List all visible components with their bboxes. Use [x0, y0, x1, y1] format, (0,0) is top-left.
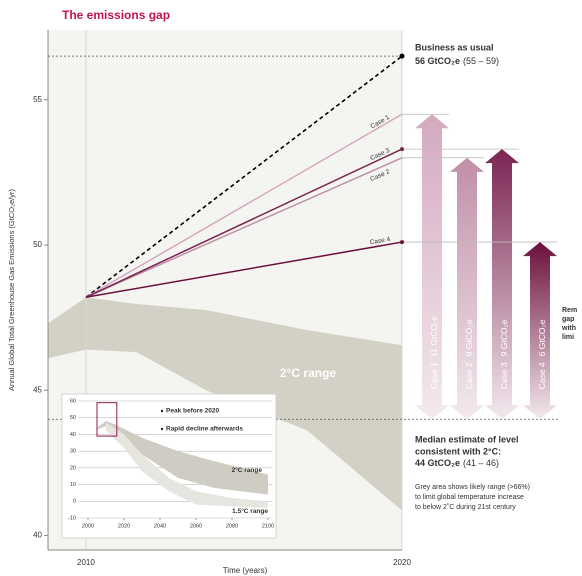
inset-y-tick-label: 50	[70, 415, 76, 421]
end-marker	[399, 53, 405, 59]
cut-note: limi	[562, 334, 574, 341]
median-value-range: (41 – 46)	[463, 458, 499, 468]
series-line	[85, 241, 403, 299]
median-value-main: 44 GtCO₂e	[415, 458, 460, 468]
median-title: consistent with 2°C:	[415, 446, 501, 456]
inset-x-tick-label: 2060	[190, 523, 202, 529]
inset-y-tick-label: 0	[73, 499, 76, 505]
gap-label: Case 1 11 GtCO₂e	[429, 316, 439, 390]
x-tick-label: 2010	[77, 558, 95, 567]
x-tick-label: 2020	[393, 558, 411, 567]
gap-label: Case 2 9 GtCO₂e	[464, 319, 474, 389]
inset-y-tick-label: -10	[68, 515, 76, 521]
end-marker	[400, 240, 404, 245]
inset-y-tick-label: 20	[70, 465, 76, 471]
series-line	[85, 148, 403, 298]
gap-value: 9 GtCO₂e	[499, 319, 509, 356]
band-note: to limit global temperature increase	[415, 494, 524, 501]
cut-note: with	[561, 325, 576, 332]
y-tick-label: 45	[33, 385, 42, 394]
highlight-box	[96, 402, 118, 437]
x-axis-label: Time (years)	[223, 566, 268, 575]
gap-case-name: Case 1	[429, 362, 439, 389]
gap-label: Case 4 6 GtCO₂e	[537, 319, 547, 389]
inset-band	[106, 422, 268, 508]
band-note: to below 2˚C during 21st century	[415, 503, 516, 511]
band-label: 2°C range	[280, 366, 336, 380]
inset-y-tick-label: 30	[70, 449, 76, 455]
inset-note: Rapid decline afterwards	[166, 426, 243, 433]
gap-value: 6 GtCO₂e	[537, 319, 547, 356]
inset-y-tick-label: 60	[70, 398, 76, 404]
note-bullet	[160, 427, 164, 431]
inset-band-label: 1.5°C range	[232, 507, 268, 515]
bau-title: Business as usual	[415, 42, 494, 52]
series-line	[85, 113, 403, 298]
gap-case-name: Case 2	[464, 362, 474, 389]
gap-arrow	[450, 157, 484, 420]
inset-y-tick-label: 10	[70, 482, 76, 488]
gap-case-name: Case 4	[537, 362, 547, 389]
y-axis-label: Annual Global Total Greenhouse Gas Emiss…	[7, 188, 16, 391]
gap-arrow	[485, 149, 519, 420]
gap-value: 9 GtCO₂e	[464, 319, 474, 356]
gap-value: 11 GtCO₂e	[429, 316, 439, 357]
gap-arrow	[523, 242, 557, 420]
inset-band-label: 2°C range	[232, 466, 263, 474]
gap-label: Case 3 9 GtCO₂e	[499, 319, 509, 389]
bau-value-main: 56 GtCO₂e	[415, 56, 460, 66]
y-tick-label: 55	[33, 95, 42, 104]
bau-value-range: (55 – 59)	[463, 56, 499, 66]
cut-note: gap	[562, 316, 574, 323]
case-label: Case 4	[369, 236, 391, 247]
inset-x-tick-label: 2100	[262, 523, 274, 529]
y-tick-label: 40	[33, 531, 42, 540]
series-line	[85, 55, 403, 298]
end-marker	[400, 147, 404, 152]
median-value: 44 GtCO₂e (41 – 46)	[415, 458, 499, 468]
series-line	[85, 157, 403, 298]
chart-title: The emissions gap	[62, 8, 170, 22]
gap-arrow	[415, 114, 449, 420]
inset-x-tick-label: 2020	[118, 523, 130, 529]
range-band	[48, 297, 402, 511]
inset-x-tick-label: 2000	[82, 523, 94, 529]
gap-case-name: Case 3	[499, 362, 509, 389]
median-title: Median estimate of level	[415, 434, 519, 444]
bau-value: 56 GtCO₂e (55 – 59)	[415, 56, 499, 66]
inset-x-tick-label: 2080	[226, 523, 238, 529]
y-tick-label: 50	[33, 240, 42, 249]
band-note: Grey area shows likely range (>66%)	[415, 484, 530, 491]
inset-y-tick-label: 40	[70, 432, 76, 438]
inset-note: Peak before 2020	[166, 408, 220, 415]
cut-note: Rem	[562, 307, 577, 314]
inset-band	[97, 421, 268, 495]
note-bullet	[160, 409, 164, 413]
inset-x-tick-label: 2040	[154, 523, 166, 529]
